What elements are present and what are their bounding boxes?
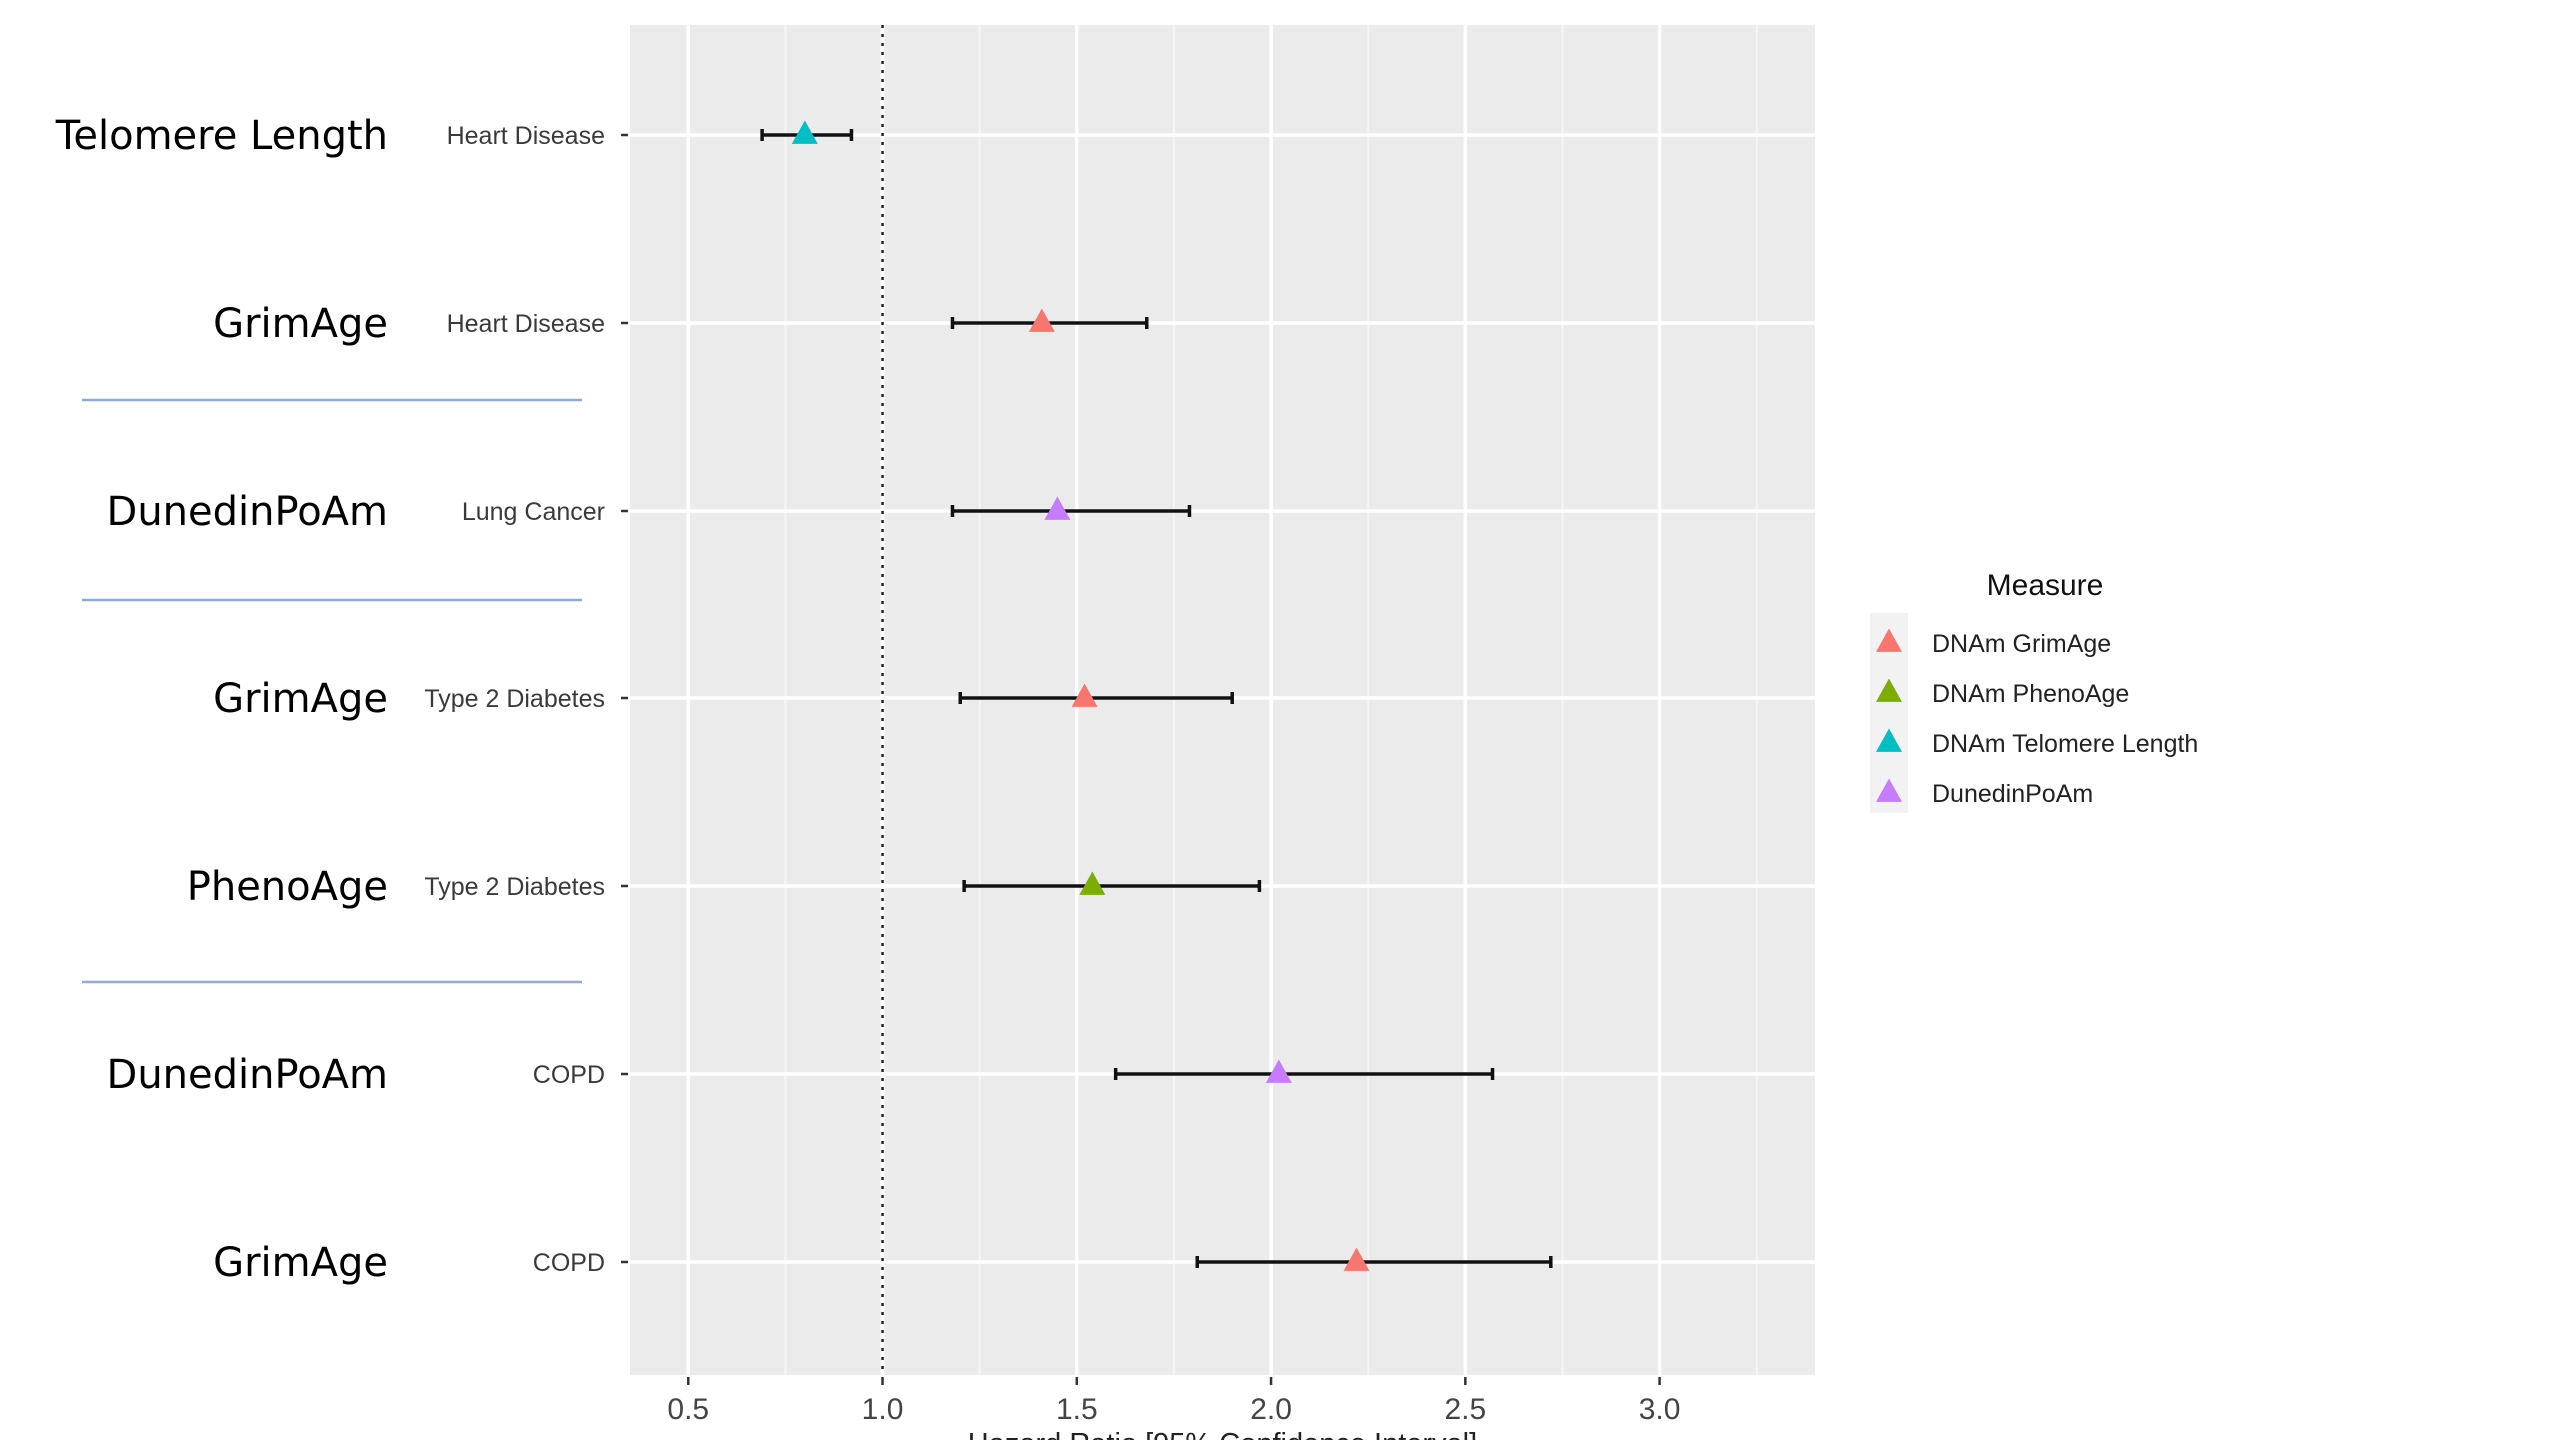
hazard-ratio-point bbox=[1079, 871, 1106, 895]
row-group-label: GrimAge bbox=[213, 301, 388, 347]
row-labels-layer: Telomere Length Heart Disease GrimAge Heart… bbox=[55, 113, 628, 1286]
data-marks-layer bbox=[760, 120, 1553, 1271]
row-outcome-label: COPD bbox=[533, 1249, 605, 1277]
row-group-label: DunedinPoAm bbox=[107, 489, 388, 535]
legend-entry-label: DNAm Telomere Length bbox=[1932, 730, 2198, 758]
legend-swatch bbox=[1876, 678, 1902, 702]
x-axis-title: Hazard Ratio [95% Confidence Interval] bbox=[968, 1428, 1477, 1440]
hazard-ratio-point bbox=[791, 120, 818, 144]
hazard-ratio-point bbox=[1343, 1247, 1370, 1271]
row-group-label: GrimAge bbox=[213, 676, 388, 722]
x-tick-label: 0.5 bbox=[667, 1393, 709, 1426]
row-outcome-label: Heart Disease bbox=[447, 310, 605, 338]
row-group-label: DunedinPoAm bbox=[107, 1052, 388, 1098]
row-outcome-label: Lung Cancer bbox=[462, 498, 605, 526]
legend-layer: Measure DNAm GrimAge DNAm PhenoAge DNAm Tel… bbox=[1870, 569, 2198, 813]
x-tick-label: 1.0 bbox=[862, 1393, 904, 1426]
legend-swatch bbox=[1876, 628, 1902, 652]
hazard-ratio-point bbox=[1044, 496, 1071, 520]
legend-swatch bbox=[1876, 728, 1902, 752]
row-group-label: PhenoAge bbox=[187, 864, 388, 910]
hazard-ratio-point bbox=[1071, 683, 1098, 707]
legend-entry-label: DNAm PhenoAge bbox=[1932, 680, 2129, 708]
x-tick-label: 2.5 bbox=[1444, 1393, 1486, 1426]
x-tick-label: 1.5 bbox=[1056, 1393, 1098, 1426]
legend-entry-label: DNAm GrimAge bbox=[1932, 630, 2111, 658]
x-axis-layer: 0.5 1.0 1.5 2.0 2.5 3.0 Hazard Ratio [95% Conf… bbox=[667, 1377, 1681, 1445]
hazard-ratio-point bbox=[1265, 1059, 1292, 1083]
legend-swatch bbox=[1876, 778, 1902, 802]
row-outcome-label: COPD bbox=[533, 1061, 605, 1089]
x-tick-label: 2.0 bbox=[1250, 1393, 1292, 1426]
legend-entry-label: DunedinPoAm bbox=[1932, 780, 2093, 808]
group-dividers-layer bbox=[82, 398, 582, 984]
hazard-ratio-point bbox=[1028, 308, 1055, 332]
plot-panel-layer bbox=[630, 25, 1815, 1375]
row-outcome-label: Type 2 Diabetes bbox=[424, 685, 605, 713]
legend-title: Measure bbox=[1987, 569, 2104, 602]
row-outcome-label: Heart Disease bbox=[447, 122, 605, 150]
row-group-label: GrimAge bbox=[213, 1240, 388, 1286]
row-group-label: Telomere Length bbox=[55, 113, 388, 159]
plot-panel-background bbox=[630, 25, 1815, 1375]
row-outcome-label: Type 2 Diabetes bbox=[424, 873, 605, 901]
x-tick-label: 3.0 bbox=[1639, 1393, 1681, 1426]
